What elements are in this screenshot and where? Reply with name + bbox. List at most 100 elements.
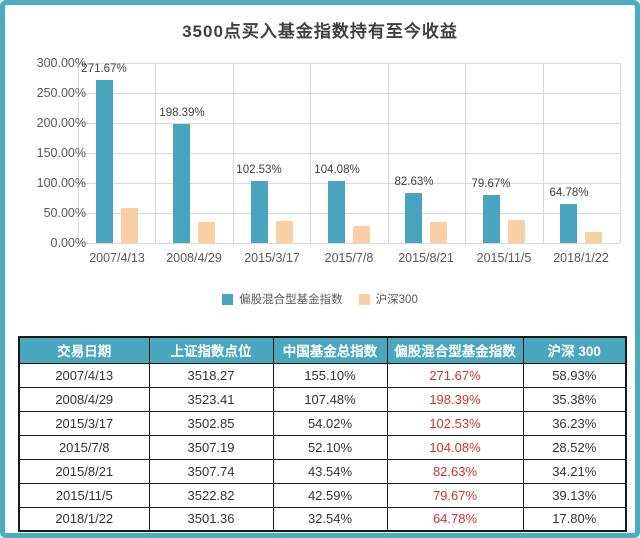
table-header-cell: 沪深 300 — [522, 336, 627, 364]
bar-hs300 — [430, 222, 447, 243]
table-cell: 3522.82 — [148, 482, 274, 508]
bar-hs300 — [198, 222, 215, 243]
table-row: 2007/4/13 3518.27 155.10% 271.67% 58.93% — [18, 362, 627, 388]
table-cell: 102.53% — [386, 410, 524, 436]
x-axis-label: 2018/1/22 — [553, 251, 609, 265]
data-table: 交易日期 上证指数点位 中国基金总指数 偏股混合型基金指数 沪深 300 2007/4/… — [18, 336, 627, 532]
gridline — [310, 63, 311, 243]
table-cell: 3507.19 — [148, 434, 274, 460]
x-axis-label: 2015/3/17 — [244, 251, 300, 265]
table-cell: 28.52% — [522, 434, 627, 460]
y-axis-tick-label: 300.00% — [36, 56, 86, 70]
table-cell: 79.67% — [386, 482, 524, 508]
table-header-cell: 偏股混合型基金指数 — [386, 336, 524, 364]
table-cell: 107.48% — [272, 386, 388, 412]
table-row: 2018/1/22 3501.36 32.54% 64.78% 17.80% — [18, 506, 627, 532]
table-cell: 3518.27 — [148, 362, 274, 388]
bar-fund-index — [328, 181, 345, 243]
table-header-cell: 上证指数点位 — [148, 336, 274, 364]
bar-fund-index — [251, 181, 268, 243]
table-cell: 43.54% — [272, 458, 388, 484]
gridline — [78, 93, 620, 94]
gridline — [233, 63, 234, 243]
table-cell: 2018/1/22 — [18, 506, 150, 532]
legend-label-series1: 偏股混合型基金指数 — [239, 294, 343, 306]
gridline — [155, 63, 156, 243]
gridline — [78, 123, 620, 124]
bar-fund-index — [173, 124, 190, 243]
x-axis-label: 2015/11/5 — [476, 251, 532, 265]
table-header-cell: 交易日期 — [18, 336, 150, 364]
table-header-row: 交易日期 上证指数点位 中国基金总指数 偏股混合型基金指数 沪深 300 — [18, 336, 627, 364]
table-cell: 2015/7/8 — [18, 434, 150, 460]
table-cell: 3523.41 — [148, 386, 274, 412]
table-cell: 198.39% — [386, 386, 524, 412]
bar-hs300 — [508, 220, 525, 243]
table-cell: 82.63% — [386, 458, 524, 484]
y-axis-tick-label: 100.00% — [36, 176, 86, 190]
table-cell: 64.78% — [386, 506, 524, 532]
bar-fund-index — [560, 204, 577, 243]
table-cell: 39.13% — [522, 482, 627, 508]
y-axis-tick-label: 0.00% — [50, 236, 86, 250]
table-cell: 52.10% — [272, 434, 388, 460]
table-row: 2015/3/17 3502.85 54.02% 102.53% 36.23% — [18, 410, 627, 436]
table-cell: 32.54% — [272, 506, 388, 532]
bar-value-label: 82.63% — [394, 176, 434, 188]
legend-item-series1: 偏股混合型基金指数 — [222, 291, 343, 307]
gridline — [78, 183, 620, 184]
bar-fund-index — [96, 80, 113, 243]
chart-legend: 偏股混合型基金指数 沪深300 — [5, 291, 635, 307]
gridline — [388, 63, 389, 243]
gridline — [78, 213, 620, 214]
x-axis-label: 2007/4/13 — [89, 251, 145, 265]
bar-value-label: 104.08% — [314, 164, 360, 176]
bar-hs300 — [353, 226, 370, 243]
legend-label-series2: 沪深300 — [375, 294, 418, 306]
legend-marker-series1-icon — [222, 293, 234, 305]
bar-value-label: 198.39% — [159, 107, 205, 119]
bar-value-label: 271.67% — [81, 63, 127, 75]
table-cell: 3507.74 — [148, 458, 274, 484]
table-cell: 54.02% — [272, 410, 388, 436]
bar-value-label: 102.53% — [236, 164, 282, 176]
legend-marker-series2-icon — [358, 293, 370, 305]
table-row: 2008/4/29 3523.41 107.48% 198.39% 35.38% — [18, 386, 627, 412]
table-cell: 2015/3/17 — [18, 410, 150, 436]
table-cell: 3501.36 — [148, 506, 274, 532]
bar-fund-index — [405, 193, 422, 243]
y-axis-tick-label: 50.00% — [43, 206, 86, 220]
gridline — [78, 63, 79, 243]
gridline — [620, 63, 621, 243]
table-row: 2015/7/8 3507.19 52.10% 104.08% 28.52% — [18, 434, 627, 460]
y-axis-tick-label: 200.00% — [36, 116, 86, 130]
x-axis-label: 2015/8/21 — [398, 251, 454, 265]
y-axis-tick-label: 150.00% — [36, 146, 86, 160]
y-axis-tick-label: 250.00% — [36, 86, 86, 100]
gridline — [543, 63, 544, 243]
bar-hs300 — [121, 208, 138, 243]
table-cell: 104.08% — [386, 434, 524, 460]
chart-title: 3500点买入基金指数持有至今收益 — [182, 22, 458, 41]
table-cell: 2008/4/29 — [18, 386, 150, 412]
x-axis-label: 2015/7/8 — [324, 251, 374, 265]
table-cell: 271.67% — [386, 362, 524, 388]
table-cell: 2015/8/21 — [18, 458, 150, 484]
table-cell: 34.21% — [522, 458, 627, 484]
bar-fund-index — [483, 195, 500, 243]
table-cell: 2007/4/13 — [18, 362, 150, 388]
table-cell: 155.10% — [272, 362, 388, 388]
table-cell: 17.80% — [522, 506, 627, 532]
chart-plot-area: 271.67% 198.39% 102.53% 104.08% 82.63% 79.67%… — [78, 63, 621, 244]
gridline — [465, 63, 466, 243]
gridline — [78, 153, 620, 154]
x-axis-label: 2008/4/29 — [166, 251, 222, 265]
table-row: 2015/11/5 3522.82 42.59% 79.67% 39.13% — [18, 482, 627, 508]
table-cell: 3502.85 — [148, 410, 274, 436]
table-cell: 35.38% — [522, 386, 627, 412]
bar-hs300 — [276, 221, 293, 243]
table-cell: 58.93% — [522, 362, 627, 388]
legend-item-series2: 沪深300 — [358, 291, 418, 307]
gridline — [78, 63, 620, 64]
